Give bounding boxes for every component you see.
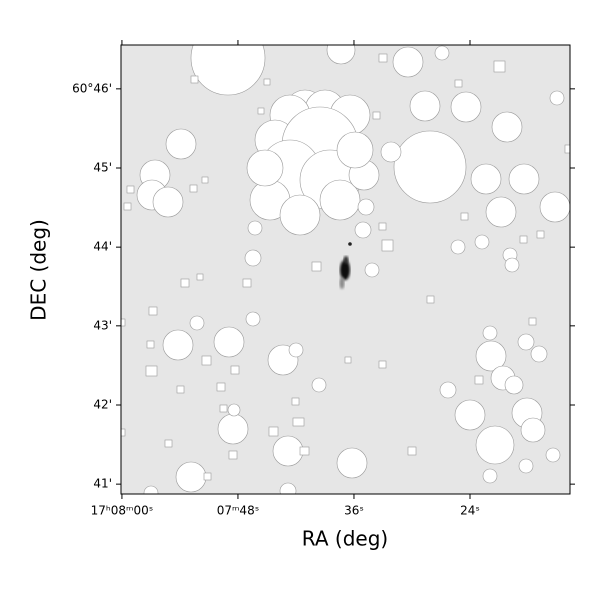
x-tick-label: 24ˢ (460, 504, 480, 518)
y-axis-label: DEC (deg) (27, 219, 51, 321)
y-tick-label: 41' (93, 477, 112, 491)
x-tick-label: 07ᵐ48ˢ (217, 504, 260, 518)
y-tick-label: 60°46' (72, 81, 112, 95)
star-masks (121, 45, 570, 494)
x-tick-label: 36ˢ (344, 504, 364, 518)
x-tick-label: 17ʰ08ᵐ00ˢ (91, 504, 154, 518)
y-tick-label: 45' (93, 160, 112, 174)
y-tick-label: 44' (93, 240, 112, 254)
plot-frame (120, 44, 571, 495)
y-tick-label: 43' (93, 318, 112, 332)
x-axis-label: RA (deg) (302, 527, 388, 551)
galaxy (339, 242, 352, 289)
y-tick-label: 42' (93, 397, 112, 411)
